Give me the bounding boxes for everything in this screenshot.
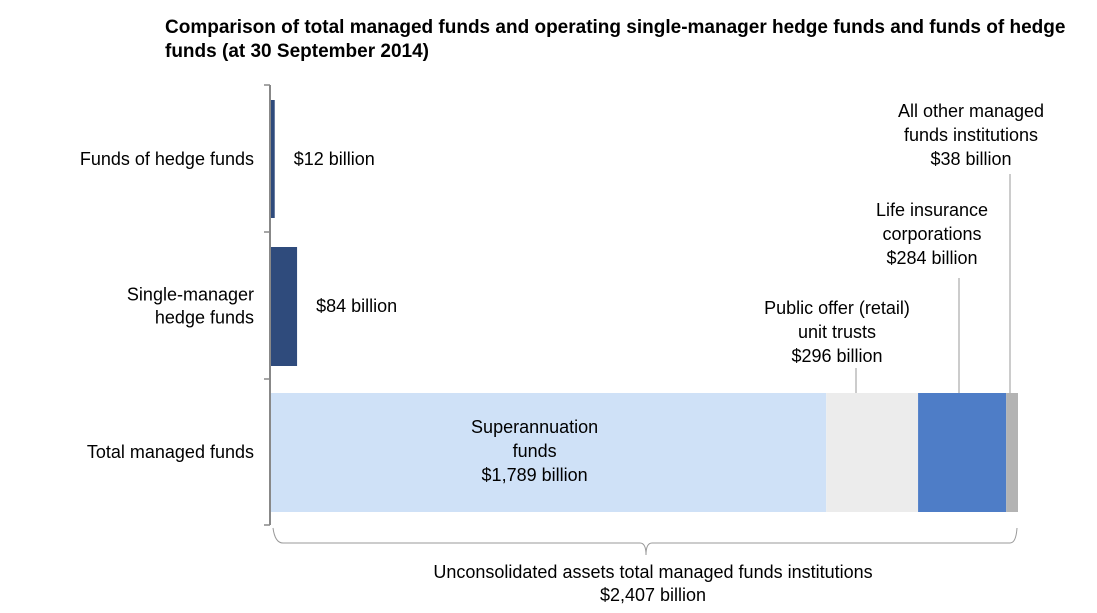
segment-superannuation-funds — [271, 393, 827, 512]
total-brace — [272, 527, 1018, 556]
segment-label: funds institutions — [904, 125, 1038, 145]
category-label: hedge funds — [155, 308, 254, 328]
segment-label: corporations — [882, 224, 981, 244]
brace-label: Unconsolidated assets total managed fund… — [433, 562, 872, 582]
segment-label: Life insurance — [876, 200, 988, 220]
brace-label: $2,407 billion — [600, 585, 706, 605]
segment-life-insurance-corporations — [918, 393, 1007, 512]
bar-funds-of-hedge-funds — [271, 100, 275, 218]
chart-title: Comparison of total managed funds and op… — [165, 17, 1066, 62]
segment-label: All other managed — [898, 101, 1044, 121]
segment-label: Superannuation — [471, 417, 598, 437]
segment-label: funds — [513, 441, 557, 461]
segment-label: $38 billion — [930, 149, 1011, 169]
segment-all-other-managed-funds-institutions — [1006, 393, 1018, 512]
category-label: Total managed funds — [87, 442, 254, 462]
bar-single-manager — [271, 247, 298, 366]
data-label: $84 billion — [316, 296, 397, 316]
segment-label: $1,789 billion — [482, 465, 588, 485]
segment-label: Public offer (retail) — [764, 298, 910, 318]
category-label: Single-manager — [127, 285, 254, 305]
segment-label: $296 billion — [791, 346, 882, 366]
segment-label: $284 billion — [886, 248, 977, 268]
data-label: $12 billion — [294, 149, 375, 169]
segment-public-offer-retail-unit-trusts — [826, 393, 919, 512]
segment-label: unit trusts — [798, 322, 876, 342]
category-label: Funds of hedge funds — [80, 149, 254, 169]
